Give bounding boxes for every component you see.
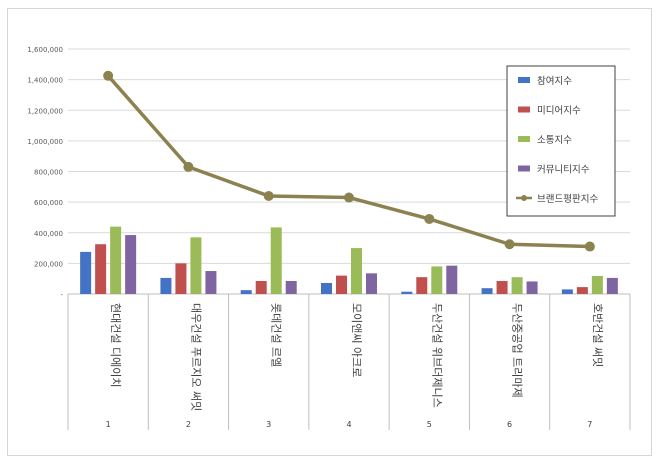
bar-2 [496, 280, 508, 294]
category-label: 두산건설 위브더제니스 [430, 303, 443, 408]
y-tick-label: 1,400,000 [27, 77, 63, 85]
bar-1 [401, 291, 413, 294]
bar-1 [240, 290, 252, 294]
legend-label: 미디어지수 [537, 106, 581, 117]
category-index: 6 [507, 420, 512, 429]
legend-label: 브랜드평판지수 [537, 194, 598, 205]
bar-3 [591, 275, 603, 294]
bar-2 [416, 277, 428, 294]
category-label: 호반건설 써밋 [591, 303, 604, 367]
bar-4 [205, 271, 217, 294]
legend-swatch [518, 136, 530, 142]
bar-1 [80, 251, 92, 294]
bar-3 [270, 227, 282, 294]
y-tick-label: 600,000 [34, 199, 63, 207]
category-label: 롯데건설 르엘 [270, 303, 283, 367]
legend-swatch [518, 77, 530, 83]
legend-label: 커뮤니티지수 [537, 165, 590, 176]
bar-1 [561, 289, 573, 294]
bar-2 [95, 244, 107, 294]
legend-swatch-point [521, 195, 527, 201]
bar-3 [110, 226, 122, 294]
legend-label: 소통지수 [537, 135, 572, 146]
category-label: 대우건설 푸르지오 써밋 [189, 303, 202, 411]
category-label: 두산중공업 트리마제 [511, 303, 524, 398]
bar-3 [351, 248, 362, 294]
category-index: 2 [186, 420, 191, 429]
bar-4 [285, 280, 297, 294]
y-tick-label: 400,000 [34, 230, 63, 238]
y-tick-label: 1,200,000 [27, 107, 63, 115]
bar-1 [321, 282, 332, 294]
category-label: 모이앤씨 아크로 [350, 303, 363, 377]
bar-4 [526, 281, 538, 294]
category-label: 현대건설 디에이치 [109, 303, 122, 387]
category-index: 4 [346, 420, 351, 429]
category-index: 1 [106, 420, 111, 429]
category-index: 3 [266, 420, 271, 429]
y-tick-label: 200,000 [34, 260, 63, 268]
bar-3 [190, 237, 202, 294]
bar-2 [255, 280, 267, 294]
line-point [504, 239, 515, 250]
legend-label: 참여지수 [537, 75, 572, 87]
legend-swatch [518, 106, 530, 113]
y-tick-label: - [60, 291, 63, 299]
y-tick-label: 1,000,000 [27, 138, 63, 146]
bar-2 [576, 287, 588, 294]
bar-2 [336, 275, 347, 294]
bar-1 [481, 288, 493, 294]
legend-swatch [518, 165, 530, 172]
category-index: 7 [587, 420, 592, 429]
y-tick-label: 800,000 [34, 169, 63, 177]
bar-1 [160, 277, 172, 294]
line-point [263, 191, 274, 201]
bar-4 [366, 273, 377, 294]
line-point [183, 161, 194, 172]
line-point [344, 192, 354, 203]
bar-4 [125, 235, 137, 294]
y-tick-label: 1,600,000 [27, 46, 63, 54]
bar-4 [446, 265, 458, 294]
bar-4 [606, 277, 618, 294]
line-point [424, 213, 435, 224]
category-index: 5 [427, 420, 432, 429]
bar-3 [431, 266, 443, 294]
line-point [584, 241, 595, 252]
line-point [103, 70, 114, 81]
bar-3 [511, 277, 523, 294]
bar-2 [175, 263, 187, 294]
